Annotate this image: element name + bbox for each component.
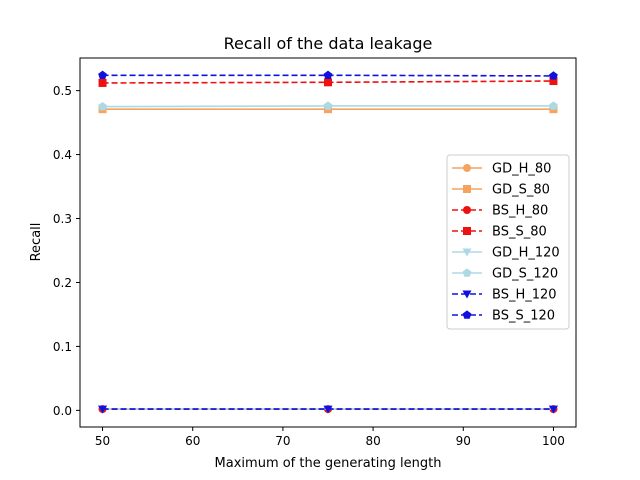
y-tick-label: 0.5 — [53, 84, 72, 98]
legend-entry: GD_H_80 — [452, 162, 551, 177]
plot-series — [98, 70, 558, 414]
y-axis: 0.0 0.1 0.2 0.3 0.4 0.5 — [53, 84, 80, 418]
legend-marker — [462, 268, 472, 277]
data-point — [323, 70, 333, 79]
data-point — [98, 70, 107, 79]
legend-entry: BS_H_120 — [452, 288, 557, 303]
legend-label: GD_S_120 — [492, 267, 558, 282]
y-tick-label: 0.1 — [53, 340, 72, 354]
legend-marker — [463, 227, 471, 235]
y-tick-label: 0.3 — [53, 212, 72, 226]
x-tick-label: 80 — [365, 434, 380, 448]
chart-title: Recall of the data leakage — [224, 34, 433, 53]
legend-entry: GD_S_80 — [452, 183, 550, 198]
data-point — [98, 102, 107, 111]
data-point — [323, 101, 333, 110]
legend-entry: BS_S_120 — [452, 309, 555, 324]
legend-marker — [462, 310, 472, 319]
legend-label: GD_S_80 — [492, 183, 550, 198]
legend-frame — [446, 154, 570, 330]
legend-entry: GD_H_120 — [452, 246, 560, 261]
legend-entry: BS_H_80 — [452, 204, 548, 219]
series-GD_S_120 — [98, 101, 558, 111]
y-tick-label: 0.2 — [53, 276, 72, 290]
x-tick-label: 90 — [456, 434, 471, 448]
x-axis: 50 60 70 80 90 100 — [95, 427, 565, 448]
data-point — [98, 405, 108, 414]
legend-marker — [463, 206, 471, 214]
legend-marker — [462, 248, 472, 257]
series-BS_S_80 — [98, 77, 558, 87]
data-point — [549, 77, 558, 86]
legend-label: GD_H_120 — [492, 246, 560, 261]
x-tick-label: 60 — [185, 434, 200, 448]
legend-marker — [463, 185, 471, 193]
legend-label: GD_H_80 — [492, 162, 551, 177]
legend-marker — [463, 164, 471, 172]
y-axis-label: Recall — [29, 223, 44, 262]
x-tick-label: 70 — [275, 434, 290, 448]
x-axis-label: Maximum of the generating length — [215, 456, 442, 471]
series-BS_S_120 — [98, 70, 558, 80]
plot-frame — [79, 57, 577, 428]
series-BS_H_120 — [98, 405, 558, 414]
legend-label: BS_S_80 — [492, 225, 547, 240]
data-point — [549, 71, 558, 80]
x-tick-label: 50 — [95, 434, 110, 448]
legend-label: BS_S_120 — [492, 309, 555, 324]
legend-label: BS_H_80 — [492, 204, 548, 219]
data-point — [323, 405, 333, 414]
y-tick-label: 0.0 — [53, 404, 72, 418]
y-tick-label: 0.4 — [53, 148, 72, 162]
legend-entry: BS_S_80 — [452, 225, 547, 240]
legend-marker — [462, 290, 472, 299]
x-tick-label: 100 — [542, 434, 565, 448]
legend-entry: GD_S_120 — [452, 267, 558, 282]
data-point — [548, 405, 558, 414]
data-point — [98, 78, 107, 87]
legend-label: BS_H_120 — [492, 288, 557, 303]
data-point — [324, 78, 332, 87]
data-point — [549, 101, 558, 110]
legend: GD_H_80 GD_S_80 BS_H_80 BS_S_80 GD_H_120 GD_S… — [446, 154, 570, 330]
